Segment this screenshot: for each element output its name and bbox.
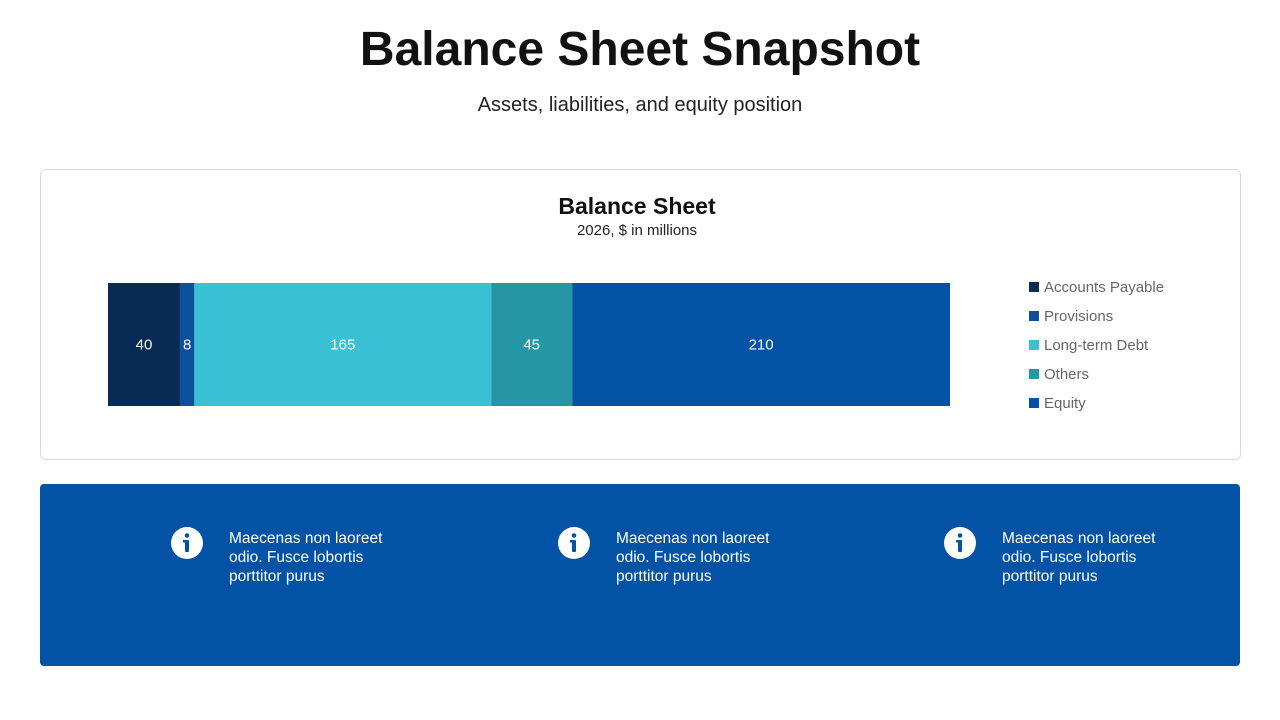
page-title: Balance Sheet Snapshot: [359, 23, 921, 76]
bar-segment: [179, 283, 195, 406]
info-icon: [558, 527, 590, 559]
info-text: Maecenas non laoreet odio. Fusce loborti…: [616, 530, 770, 585]
chart-subtitle: 2026, $ in millions: [577, 222, 697, 239]
data-label: 165: [330, 336, 355, 353]
chart-card: Balance Sheet 2026, $ in millions 40 8 165…: [40, 169, 1241, 460]
legend-label: Others: [1044, 366, 1089, 383]
info-icon: [171, 527, 203, 559]
info-panel: Maecenas non laoreet odio. Fusce loborti…: [40, 484, 1240, 666]
data-label: 45: [523, 336, 540, 353]
bar-segment: [108, 283, 180, 406]
page-subtitle: Assets, liabilities, and equity position: [477, 94, 803, 116]
data-label: 8: [183, 336, 191, 353]
info-text: Maecenas non laoreet odio. Fusce loborti…: [229, 530, 383, 585]
bar-segment: [194, 283, 492, 406]
legend-label: Provisions: [1044, 308, 1113, 325]
chart: Balance Sheet 2026, $ in millions 40 8 165…: [108, 193, 1164, 412]
legend-swatch: [1029, 282, 1039, 292]
legend-swatch: [1029, 340, 1039, 350]
legend-swatch: [1029, 398, 1039, 408]
legend-swatch: [1029, 311, 1039, 321]
chart-title: Balance Sheet: [558, 193, 716, 219]
bar-segment: [572, 283, 950, 406]
info-icon: [944, 527, 976, 559]
legend-swatch: [1029, 369, 1039, 379]
legend-label: Accounts Payable: [1044, 279, 1164, 296]
data-label: 210: [749, 336, 774, 353]
data-label: 40: [136, 336, 153, 353]
bar-segment: [491, 283, 573, 406]
info-text: Maecenas non laoreet odio. Fusce loborti…: [1002, 530, 1156, 585]
legend-label: Equity: [1044, 395, 1086, 412]
legend-label: Long-term Debt: [1044, 337, 1149, 354]
